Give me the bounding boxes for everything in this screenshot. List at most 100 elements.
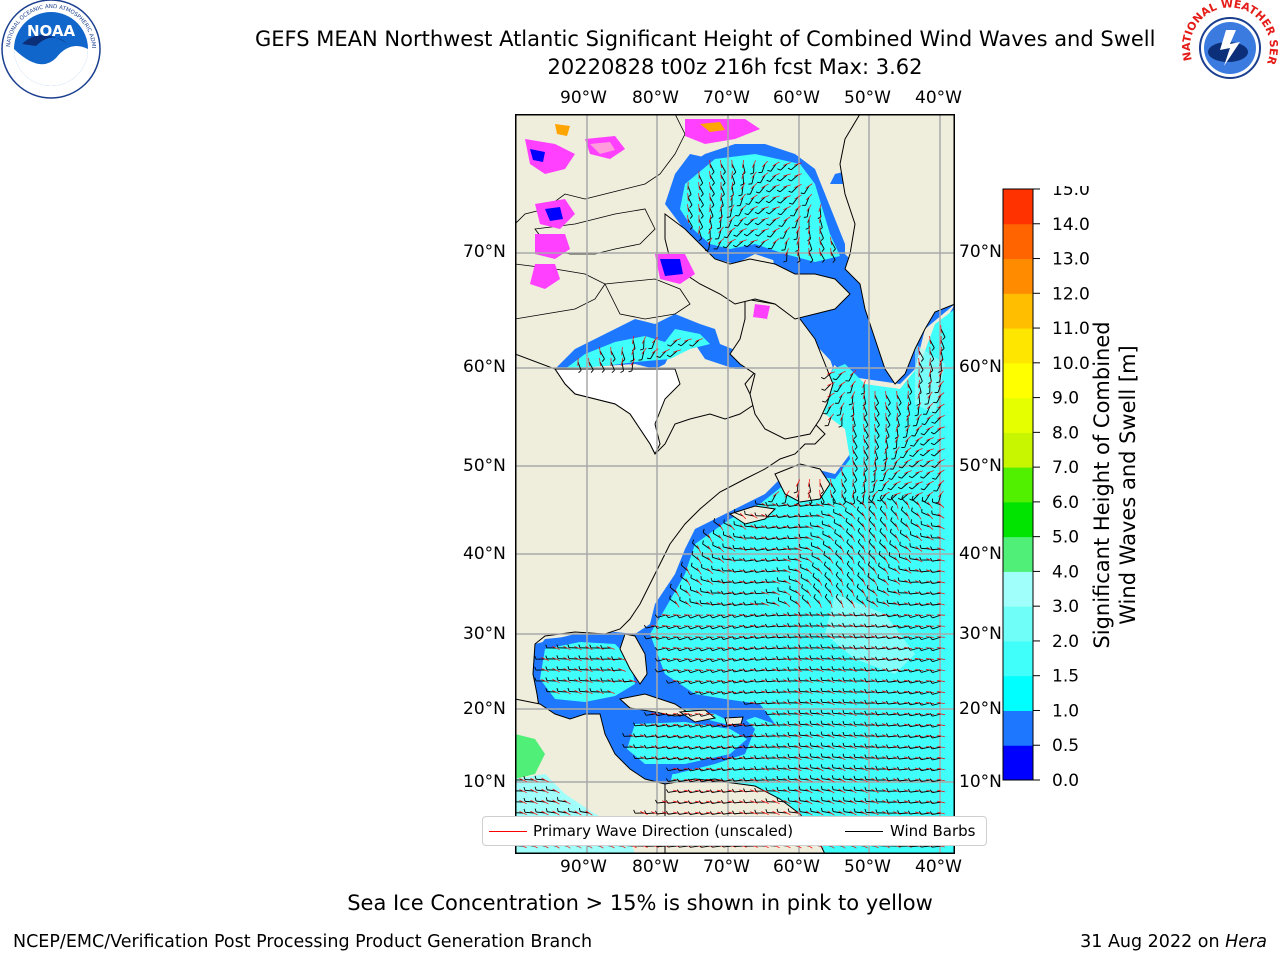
wind-barb: [723, 669, 733, 673]
wind-barb-flag: [743, 534, 746, 539]
wind-barb: [657, 746, 667, 749]
wind-barb: [535, 789, 546, 792]
wind-barb: [690, 845, 700, 848]
wind-barb-flag: [578, 807, 581, 812]
svg-text:NOAA: NOAA: [27, 22, 76, 40]
wind-barb-flag: [754, 798, 757, 803]
wind-barb: [679, 757, 689, 761]
wind-barb: [854, 756, 865, 759]
wind-barb-flag: [801, 584, 803, 588]
wind-barb: [918, 383, 922, 393]
wind-barb-flag: [874, 613, 878, 617]
wave-direction-arrow: [783, 701, 791, 705]
wind-barb-flag: [897, 777, 900, 782]
wind-barb: [621, 361, 624, 371]
wind-barb-flag: [896, 635, 900, 640]
wave-direction-arrow: [709, 181, 711, 191]
wind-barb-flag: [765, 743, 768, 748]
wind-barb: [668, 845, 678, 848]
wave-direction-arrow: [863, 423, 865, 433]
wind-barb: [929, 339, 935, 349]
wave-direction-arrow: [772, 723, 780, 727]
wind-barb: [899, 768, 909, 771]
wind-barb-flag: [842, 720, 845, 725]
wind-barb-flag: [853, 623, 856, 627]
wind-barb-flag: [731, 636, 735, 640]
wind-barb: [735, 240, 744, 248]
wind-barb: [679, 790, 689, 794]
wave-direction-arrow: [794, 679, 802, 683]
wind-barb: [921, 691, 931, 695]
wind-barb: [888, 578, 898, 583]
wind-barb-flag: [820, 611, 823, 616]
wave-direction-arrow: [739, 690, 747, 694]
wave-direction-arrow: [684, 745, 692, 749]
wave-direction-arrow: [873, 501, 877, 509]
wind-barb-flag: [787, 666, 790, 671]
wave-direction-arrow: [937, 426, 945, 430]
wave-direction-arrow: [530, 799, 538, 805]
wave-direction-arrow: [761, 239, 769, 243]
wave-direction-arrow: [926, 491, 934, 497]
wind-barb-flag: [711, 565, 713, 570]
wave-direction-arrow: [585, 657, 593, 661]
wind-barb-flag: [798, 622, 801, 627]
wave-direction-arrow: [882, 811, 890, 815]
wave-direction-arrow: [585, 646, 593, 650]
wave-direction-arrow: [838, 799, 846, 805]
wave-direction-arrow: [783, 723, 791, 727]
wind-barb: [733, 548, 744, 550]
wind-barb-flag: [611, 667, 614, 671]
wind-barb: [770, 229, 777, 238]
wind-barb-flag: [853, 699, 856, 704]
wind-barb: [690, 801, 700, 805]
wind-barb: [668, 625, 678, 630]
wind-barb-flag: [842, 753, 845, 758]
wave-direction-arrow: [727, 636, 737, 638]
wind-barb-flag: [787, 545, 790, 550]
wave-direction-arrow: [739, 591, 747, 595]
wind-barb: [896, 405, 901, 415]
wave-direction-arrow: [610, 346, 612, 356]
wind-barb-flag: [932, 477, 936, 480]
wave-direction-arrow: [819, 247, 821, 257]
wave-direction-arrow: [840, 556, 844, 564]
wind-barb-flag: [654, 614, 658, 618]
wave-direction-arrow: [794, 668, 802, 672]
wind-barb: [890, 482, 898, 490]
wind-barb: [912, 493, 920, 501]
wave-direction-arrow: [695, 778, 703, 782]
wave-direction-arrow: [519, 811, 527, 815]
wave-direction-arrow: [816, 656, 824, 662]
wind-barb: [690, 647, 700, 652]
wind-barb: [833, 767, 843, 770]
wave-direction-arrow: [883, 457, 889, 465]
wind-barb-flag: [699, 226, 703, 231]
wave-direction-arrow: [914, 614, 924, 616]
wave-direction-arrow: [784, 490, 790, 498]
wind-barb: [910, 702, 920, 706]
wind-barb-flag: [857, 560, 860, 565]
wind-barb: [778, 526, 788, 530]
wave-direction-arrow: [805, 766, 813, 772]
wind-barb-flag: [887, 402, 891, 406]
wave-direction-arrow: [862, 391, 866, 399]
wave-direction-arrow: [708, 226, 712, 234]
wave-direction-arrow: [662, 800, 670, 804]
wave-direction-arrow: [661, 614, 671, 616]
wind-barb-flag: [534, 775, 537, 780]
wave-direction-arrow: [530, 788, 538, 794]
wind-barb: [709, 163, 715, 173]
wind-barb-flag: [853, 743, 856, 747]
wind-barb: [868, 564, 876, 572]
wind-barb: [927, 394, 931, 404]
wind-barb-flag: [720, 723, 724, 728]
wind-barb-flag: [902, 436, 907, 438]
wind-barb: [738, 207, 744, 217]
wave-direction-arrow: [783, 525, 791, 529]
wave-direction-arrow: [904, 492, 912, 496]
wind-barb-flag: [864, 710, 867, 715]
wave-direction-arrow: [838, 635, 846, 639]
wind-barb-flag: [798, 513, 801, 518]
wind-barb-flag: [809, 720, 812, 725]
